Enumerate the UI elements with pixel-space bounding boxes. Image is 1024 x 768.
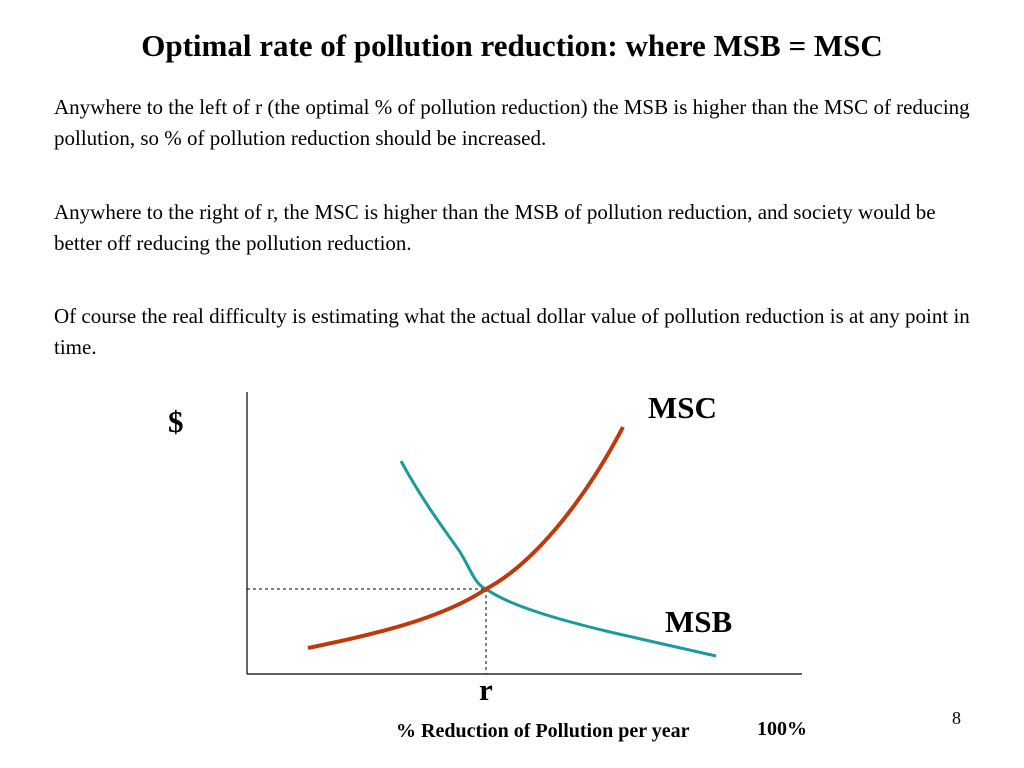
msb-curve-label: MSB bbox=[665, 604, 733, 639]
x-axis-label: % Reduction of Pollution per year bbox=[396, 720, 690, 742]
paragraph-right-of-r: Anywhere to the right of r, the MSC is h… bbox=[54, 200, 936, 255]
msc-curve bbox=[307, 426, 625, 650]
x-axis-end-label: 100% bbox=[757, 718, 807, 740]
paragraph-left-of-r: Anywhere to the left of r (the optimal %… bbox=[54, 95, 970, 150]
y-axis-label: $ bbox=[168, 404, 184, 439]
msb-curve bbox=[399, 460, 717, 658]
optimal-point-label: r bbox=[479, 672, 493, 707]
paragraph-difficulty: Of course the real difficulty is estimat… bbox=[54, 304, 970, 359]
page-number: 8 bbox=[952, 708, 961, 728]
slide-title: Optimal rate of pollution reduction: whe… bbox=[141, 28, 883, 63]
msc-curve-label: MSC bbox=[648, 390, 717, 425]
